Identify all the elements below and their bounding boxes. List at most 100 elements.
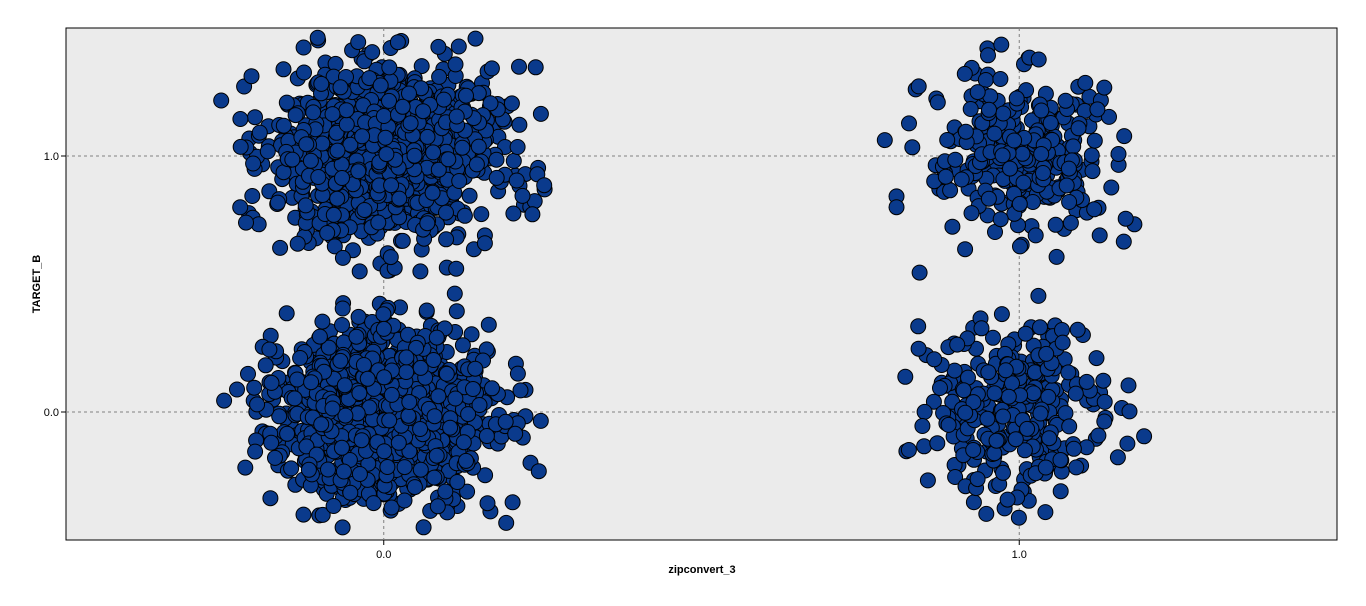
data-point: [1006, 132, 1023, 149]
data-point: [929, 435, 946, 452]
data-point: [527, 59, 544, 76]
data-point: [980, 364, 997, 381]
data-point: [342, 484, 359, 501]
data-point: [963, 205, 980, 222]
data-point: [319, 225, 336, 241]
data-point: [888, 199, 905, 216]
data-point: [1037, 504, 1054, 521]
data-point: [438, 231, 455, 248]
data-point: [376, 443, 393, 460]
data-point: [1096, 393, 1113, 410]
data-point: [939, 132, 956, 148]
data-point: [1033, 102, 1050, 119]
data-point: [461, 187, 478, 204]
data-point: [426, 469, 443, 486]
data-point: [396, 492, 413, 509]
data-point: [350, 308, 367, 325]
data-point: [396, 459, 413, 476]
data-point: [295, 39, 312, 56]
data-point: [412, 263, 429, 280]
data-point: [430, 161, 447, 178]
data-point: [348, 328, 365, 345]
data-point: [440, 151, 457, 168]
data-point: [1103, 179, 1120, 196]
data-point: [957, 241, 974, 258]
data-point: [303, 374, 320, 391]
y-axis-title: TARGET_B: [31, 255, 43, 314]
data-point: [305, 104, 322, 121]
data-point: [482, 95, 499, 112]
data-point: [325, 206, 342, 223]
data-point: [1086, 132, 1103, 149]
data-point: [911, 264, 928, 281]
data-point: [418, 302, 435, 319]
data-point: [957, 123, 974, 140]
data-point: [379, 459, 396, 475]
data-point: [1065, 440, 1082, 457]
data-point: [275, 61, 292, 78]
data-point: [1019, 420, 1036, 437]
data-point: [309, 29, 326, 46]
x-tick-label: 0.0: [376, 549, 391, 561]
data-point: [438, 365, 455, 382]
data-point: [993, 36, 1010, 53]
data-point: [1027, 227, 1044, 244]
data-point: [438, 204, 454, 221]
data-point: [463, 326, 480, 343]
data-point: [375, 320, 392, 337]
data-point: [467, 360, 484, 377]
data-point: [237, 459, 254, 476]
data-point: [1096, 413, 1113, 430]
data-point: [455, 434, 472, 451]
data-point: [503, 95, 520, 112]
data-point: [447, 56, 464, 73]
data-point: [458, 452, 474, 469]
data-point: [425, 352, 442, 368]
data-point: [1030, 51, 1047, 68]
data-point: [232, 138, 249, 155]
data-point: [1068, 459, 1085, 476]
data-point: [509, 139, 526, 155]
data-point: [1030, 287, 1047, 304]
data-point: [238, 214, 254, 231]
data-point: [425, 144, 442, 161]
data-point: [383, 386, 400, 403]
data-point: [1037, 459, 1054, 476]
data-point: [213, 92, 230, 109]
data-point: [326, 238, 343, 255]
data-point: [351, 263, 368, 280]
data-point: [391, 190, 408, 207]
data-point: [365, 495, 382, 512]
data-point: [973, 320, 990, 337]
data-point: [914, 418, 931, 434]
data-point: [283, 460, 300, 477]
data-point: [458, 87, 474, 104]
data-point: [338, 102, 355, 119]
data-point: [509, 365, 526, 382]
data-point: [261, 341, 278, 358]
data-point: [1083, 147, 1100, 164]
data-point: [1084, 163, 1101, 180]
data-point: [415, 519, 432, 536]
data-point: [381, 59, 398, 76]
data-point: [919, 472, 936, 489]
data-point: [524, 206, 541, 223]
data-point: [431, 68, 448, 85]
data-point: [947, 151, 964, 168]
data-point: [302, 152, 319, 169]
data-point: [429, 498, 446, 515]
data-point: [1091, 227, 1108, 244]
data-point: [940, 416, 957, 433]
data-point: [962, 101, 979, 117]
data-point: [275, 117, 292, 134]
data-point: [1014, 145, 1031, 162]
data-point: [876, 132, 893, 149]
data-point: [324, 400, 341, 417]
data-point: [498, 514, 515, 531]
data-point: [454, 337, 471, 354]
data-point: [240, 365, 256, 382]
data-point: [289, 235, 306, 252]
data-point: [284, 151, 301, 168]
data-point: [419, 215, 436, 232]
